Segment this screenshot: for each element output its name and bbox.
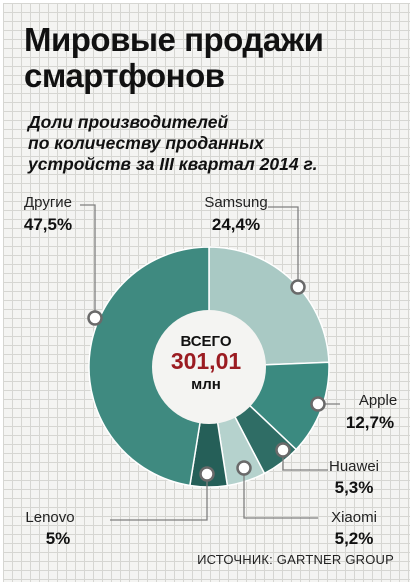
- chart-title-line-2: смартфонов: [24, 57, 225, 94]
- chart-title-line-1: Мировые продажи: [24, 21, 324, 58]
- marker-apple: [310, 396, 326, 412]
- marker-samsung: [290, 279, 306, 295]
- leader-line-xiaomi: [243, 468, 318, 519]
- slice-callouts: Samsung 24,4% Apple 12,7% Huawei 5,3% Xiaomi 5,…: [24, 194, 397, 548]
- label-samsung: Samsung: [204, 194, 267, 211]
- donut-hole: [152, 310, 266, 424]
- leader-line-lenovo: [110, 474, 208, 521]
- value-others: 47,5%: [24, 215, 72, 234]
- marker-xiaomi: [236, 460, 252, 476]
- chart-subtitle: Доли производителей по количеству продан…: [28, 112, 398, 175]
- total-caption-bottom: млн: [191, 376, 221, 393]
- label-xiaomi: Xiaomi: [331, 509, 377, 526]
- value-xiaomi: 5,2%: [335, 529, 374, 548]
- total-caption-top: ВСЕГО: [180, 333, 231, 350]
- marker-lenovo: [199, 466, 215, 482]
- donut-slices: [88, 246, 330, 488]
- marker-huawei: [275, 442, 291, 458]
- value-apple: 12,7%: [346, 413, 394, 432]
- marker-others: [87, 310, 103, 326]
- label-huawei: Huawei: [329, 458, 379, 475]
- value-lenovo: 5%: [46, 529, 71, 548]
- chart-title: Мировые продажи смартфонов: [24, 21, 324, 94]
- label-lenovo: Lenovo: [25, 509, 74, 526]
- slice-others: [88, 246, 210, 487]
- leader-line-others: [80, 204, 96, 318]
- source-note: ИСТОЧНИК: GARTNER GROUP: [197, 552, 394, 567]
- value-huawei: 5,3%: [335, 478, 374, 497]
- total-value: 301,01: [171, 348, 242, 374]
- label-apple: Apple: [359, 392, 397, 409]
- value-samsung: 24,4%: [212, 215, 260, 234]
- label-others: Другие: [24, 194, 72, 211]
- chart-subtitle-line-3: устройств за III квартал 2014 г.: [28, 154, 318, 174]
- leader-line-samsung: [268, 206, 299, 287]
- chart-subtitle-line-1: Доли производителей: [28, 112, 229, 132]
- chart-subtitle-line-2: по количеству проданных: [28, 133, 264, 153]
